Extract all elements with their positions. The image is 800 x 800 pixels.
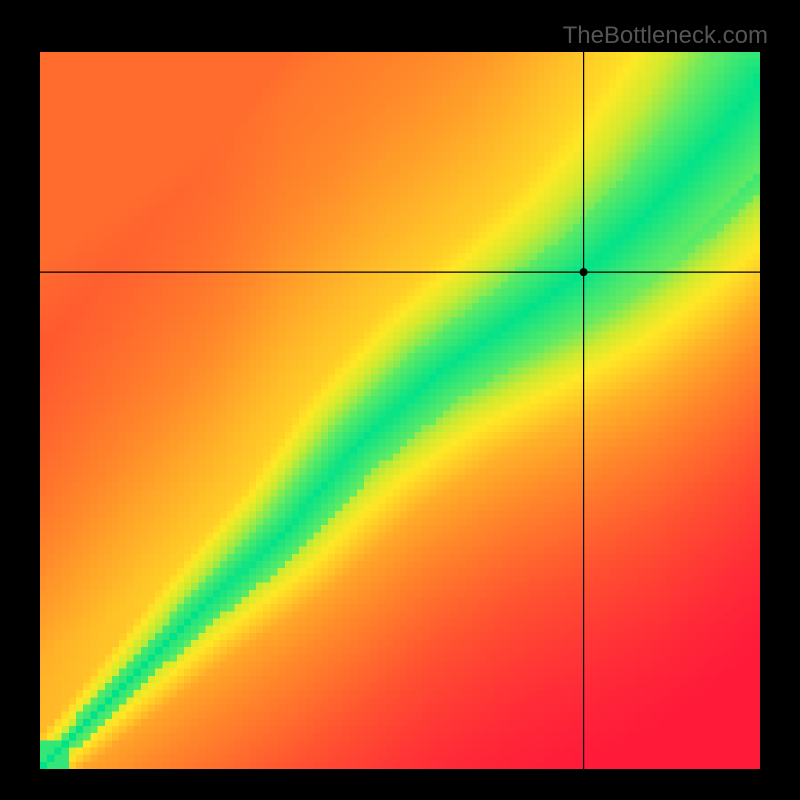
watermark-text: TheBottleneck.com [563,22,768,50]
bottleneck-heatmap [40,52,760,769]
